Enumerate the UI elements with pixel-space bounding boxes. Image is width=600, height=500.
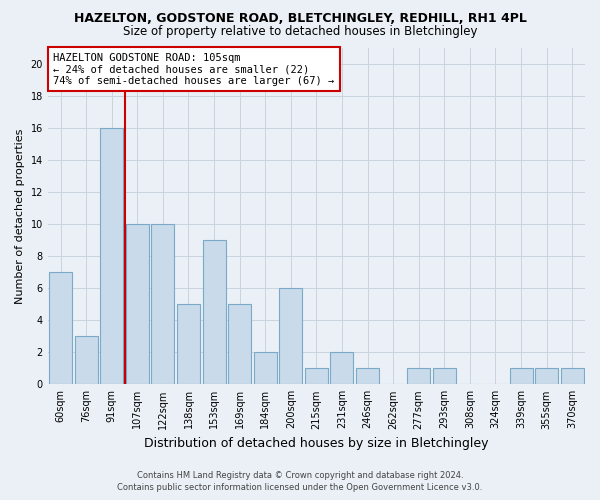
Bar: [280, 288, 302, 384]
Text: Size of property relative to detached houses in Bletchingley: Size of property relative to detached ho…: [123, 25, 477, 38]
Bar: [535, 368, 558, 384]
Bar: [203, 240, 226, 384]
Text: HAZELTON GODSTONE ROAD: 105sqm
← 24% of detached houses are smaller (22)
74% of : HAZELTON GODSTONE ROAD: 105sqm ← 24% of …: [53, 52, 334, 86]
Bar: [151, 224, 175, 384]
Bar: [177, 304, 200, 384]
Bar: [509, 368, 533, 384]
Bar: [100, 128, 123, 384]
Bar: [126, 224, 149, 384]
Y-axis label: Number of detached properties: Number of detached properties: [15, 128, 25, 304]
Bar: [331, 352, 353, 384]
Text: HAZELTON, GODSTONE ROAD, BLETCHINGLEY, REDHILL, RH1 4PL: HAZELTON, GODSTONE ROAD, BLETCHINGLEY, R…: [74, 12, 526, 26]
X-axis label: Distribution of detached houses by size in Bletchingley: Distribution of detached houses by size …: [144, 437, 488, 450]
Bar: [74, 336, 98, 384]
Bar: [560, 368, 584, 384]
Bar: [407, 368, 430, 384]
Bar: [49, 272, 72, 384]
Bar: [356, 368, 379, 384]
Text: Contains HM Land Registry data © Crown copyright and database right 2024.
Contai: Contains HM Land Registry data © Crown c…: [118, 471, 482, 492]
Bar: [254, 352, 277, 384]
Bar: [433, 368, 456, 384]
Bar: [305, 368, 328, 384]
Bar: [228, 304, 251, 384]
